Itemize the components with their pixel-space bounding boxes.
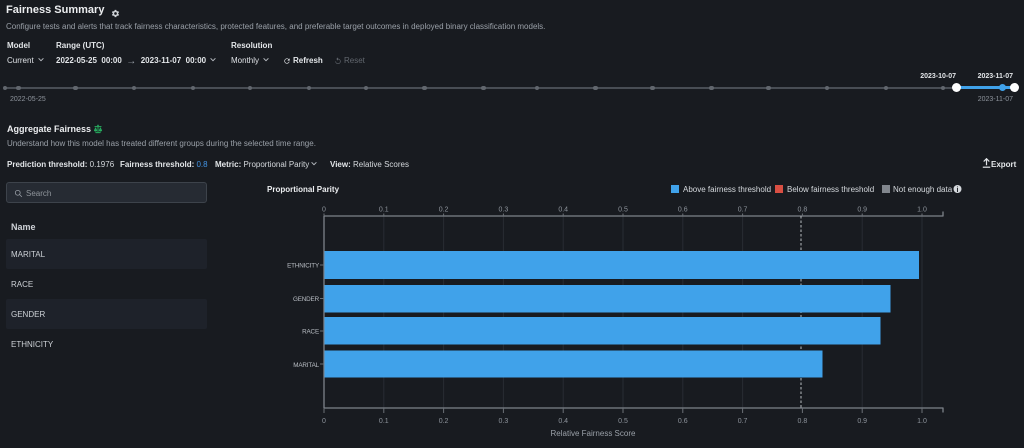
svg-text:0.4: 0.4: [558, 418, 568, 425]
svg-text:0.5: 0.5: [618, 418, 628, 425]
svg-text:0.3: 0.3: [499, 418, 509, 425]
svg-text:0.7: 0.7: [738, 207, 748, 214]
svg-text:0.9: 0.9: [857, 207, 867, 214]
svg-text:0.3: 0.3: [499, 207, 509, 214]
svg-text:0.6: 0.6: [678, 418, 688, 425]
svg-text:0.7: 0.7: [738, 418, 748, 425]
svg-text:Relative Fairness Score: Relative Fairness Score: [551, 429, 636, 438]
svg-text:0: 0: [322, 207, 326, 214]
svg-text:0.2: 0.2: [439, 418, 449, 425]
svg-text:MARITAL: MARITAL: [293, 362, 319, 369]
svg-text:0.8: 0.8: [798, 207, 808, 214]
svg-text:i: i: [957, 187, 959, 194]
svg-text:1.0: 1.0: [917, 207, 927, 214]
svg-text:0.4: 0.4: [558, 207, 568, 214]
svg-text:Below fairness threshold: Below fairness threshold: [787, 185, 874, 194]
svg-text:0.9: 0.9: [857, 418, 867, 425]
svg-text:Proportional Parity: Proportional Parity: [267, 185, 340, 194]
svg-text:ETHNICITY: ETHNICITY: [287, 263, 320, 270]
svg-text:Above fairness threshold: Above fairness threshold: [683, 185, 771, 194]
svg-text:0.8: 0.8: [798, 418, 808, 425]
svg-text:0.2: 0.2: [439, 207, 449, 214]
svg-text:0.1: 0.1: [379, 207, 389, 214]
svg-text:Not enough data: Not enough data: [893, 185, 953, 194]
svg-text:GENDER: GENDER: [293, 296, 320, 303]
svg-text:0.1: 0.1: [379, 418, 389, 425]
svg-text:0.5: 0.5: [618, 207, 628, 214]
svg-text:1.0: 1.0: [917, 418, 927, 425]
svg-text:RACE: RACE: [302, 329, 319, 336]
svg-text:0: 0: [322, 418, 326, 425]
svg-text:0.6: 0.6: [678, 207, 688, 214]
